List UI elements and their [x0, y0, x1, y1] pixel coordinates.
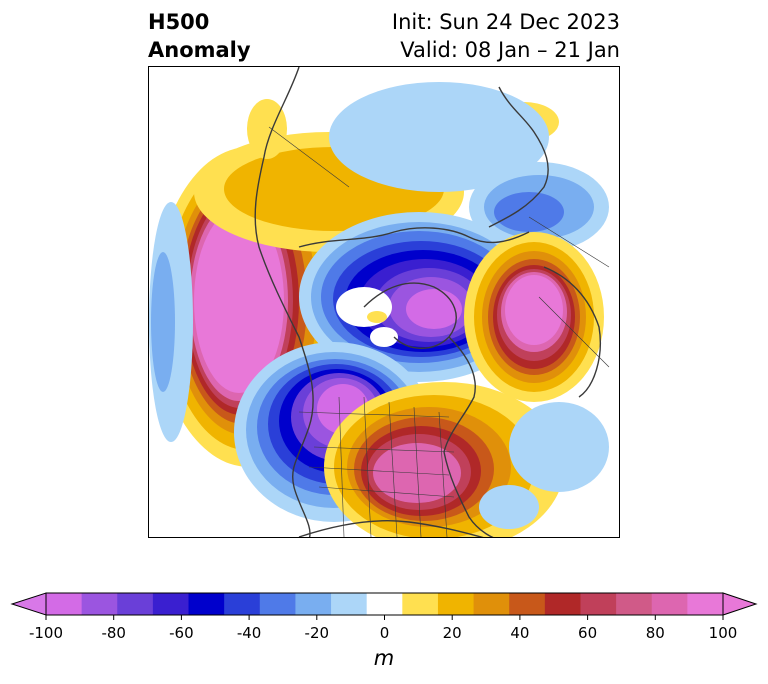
colorbar-cell — [580, 593, 617, 615]
colorbar-cell — [331, 593, 368, 615]
chart-title-left: H500 Anomaly — [148, 8, 251, 64]
colorbar-tick-label: 40 — [510, 624, 530, 642]
colorbar-over-triangle — [722, 592, 758, 616]
colorbar-cell — [188, 593, 225, 615]
colorbar-cell — [152, 593, 190, 615]
init-time-label: Init: Sun 24 Dec 2023 — [391, 10, 620, 34]
colorbar-tick-label: 0 — [379, 624, 390, 642]
colorbar-tick-label: 80 — [645, 624, 665, 642]
colorbar-cell — [46, 593, 83, 615]
colorbar-cell — [473, 593, 510, 615]
anomaly-map — [149, 67, 610, 537]
political-borders — [268, 126, 610, 537]
colorbar-tick-label: -60 — [169, 624, 194, 642]
colorbar-tick-label: 100 — [708, 624, 738, 642]
variable-label: H500 — [148, 10, 210, 34]
map-panel — [148, 66, 620, 538]
field-label: Anomaly — [148, 38, 251, 62]
colorbar-cell — [366, 593, 403, 615]
colorbar-cell — [509, 593, 546, 615]
colorbar-ticks — [45, 615, 724, 620]
colorbar-cell — [259, 593, 296, 615]
hudson-trough-anomaly — [299, 212, 539, 382]
colorbar-tick-label: 60 — [578, 624, 598, 642]
colorbar-tick-label: -100 — [28, 624, 64, 642]
colorbar-cell — [616, 593, 653, 615]
colorbar-under-triangle — [10, 592, 47, 616]
greenland-trough-anomaly — [329, 82, 609, 252]
chart-title-right: Init: Sun 24 Dec 2023 Valid: 08 Jan – 21… — [392, 8, 620, 64]
colorbar-tick-label: -80 — [101, 624, 126, 642]
colorbar-cell — [402, 593, 439, 615]
colorbar-cell — [295, 593, 332, 615]
colorbar-cell — [651, 593, 688, 615]
colorbar — [10, 592, 758, 620]
colorbar-cell — [117, 593, 154, 615]
north-atlantic-ridge-anomaly — [464, 232, 604, 402]
colorbar-cells — [46, 593, 724, 615]
coastlines — [254, 67, 601, 537]
colorbar-cell — [544, 593, 581, 615]
colorbar-cell — [687, 593, 724, 615]
valid-time-label: Valid: 08 Jan – 21 Jan — [400, 38, 620, 62]
colorbar-tick-label: 20 — [442, 624, 462, 642]
colorbar-cell — [224, 593, 261, 615]
colorbar-cell — [81, 593, 118, 615]
colorbar-tick-label: -20 — [304, 624, 330, 642]
colorbar-unit-label: m — [373, 646, 395, 670]
subtropical-atlantic-negative — [479, 402, 609, 529]
colorbar-tick-label: -40 — [236, 624, 262, 642]
colorbar-cell — [437, 593, 475, 615]
